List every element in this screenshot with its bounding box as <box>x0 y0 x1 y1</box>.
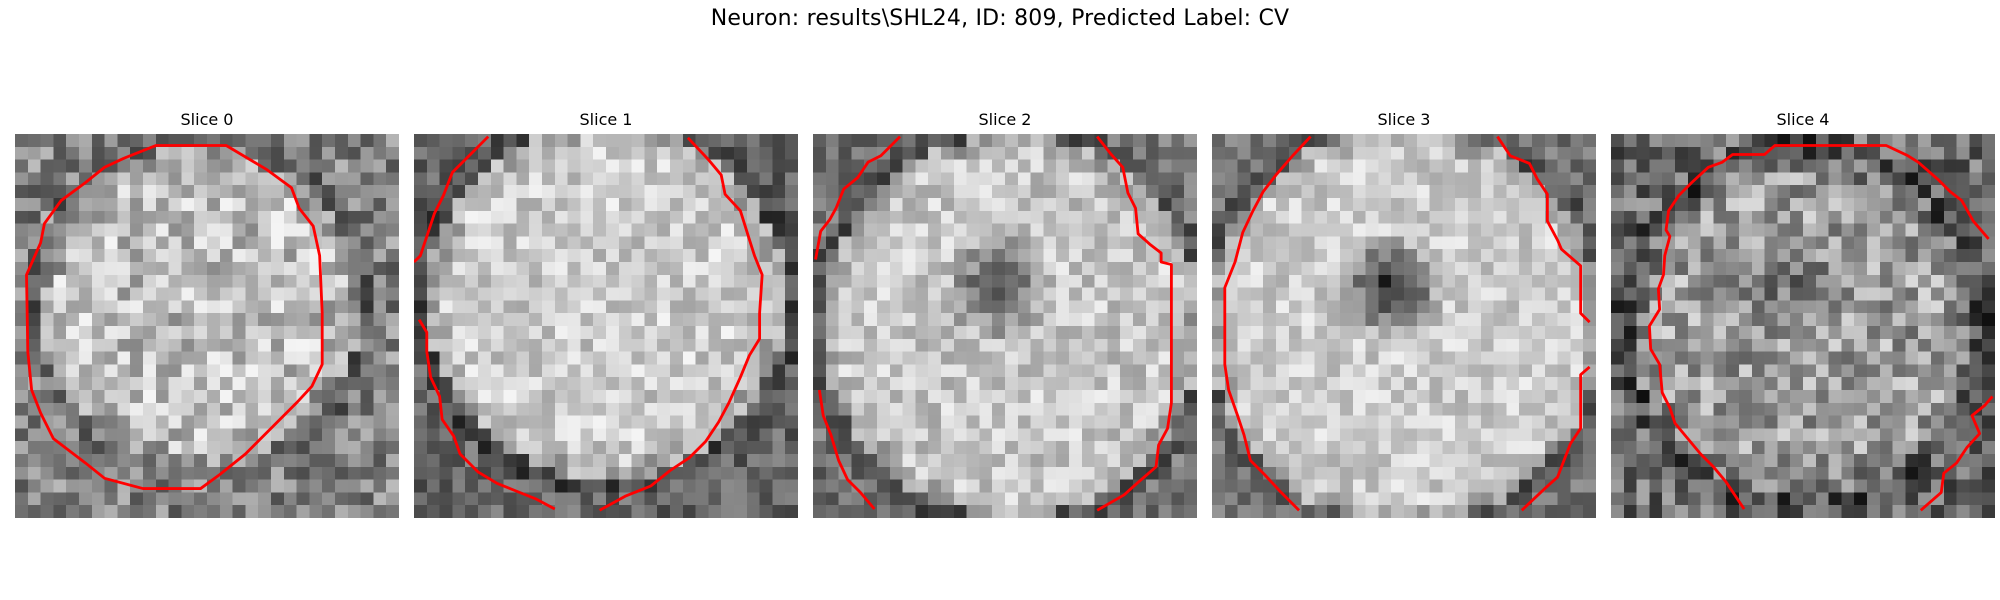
roi-contour-4a <box>1647 144 1990 510</box>
roi-contour-3b <box>1496 135 1591 324</box>
roi-contour-1b <box>598 136 764 512</box>
slice-image-2 <box>813 134 1197 518</box>
roi-contour-1a <box>414 135 490 263</box>
roi-contour-2c <box>818 389 876 510</box>
figure-title: Neuron: results\SHL24, ID: 809, Predicte… <box>710 6 1290 31</box>
slice-image-0 <box>15 134 399 518</box>
roi-contour-2b <box>1096 135 1173 512</box>
slice-title-2: Slice 2 <box>978 110 1032 129</box>
roi-contour-1c <box>417 318 556 511</box>
slice-title-4: Slice 4 <box>1776 110 1830 129</box>
slice-title-0: Slice 0 <box>180 110 234 129</box>
roi-contour-3a <box>1223 135 1312 512</box>
slice-title-3: Slice 3 <box>1377 110 1431 129</box>
roi-contour-4b <box>1919 395 1994 512</box>
roi-contour-3c <box>1520 365 1591 512</box>
slice-image-4 <box>1611 134 1995 518</box>
roi-contour-0 <box>25 144 324 490</box>
roi-contour-2a <box>814 135 902 260</box>
slice-image-3 <box>1212 134 1596 518</box>
slice-image-1 <box>414 134 798 518</box>
slice-title-1: Slice 1 <box>579 110 633 129</box>
